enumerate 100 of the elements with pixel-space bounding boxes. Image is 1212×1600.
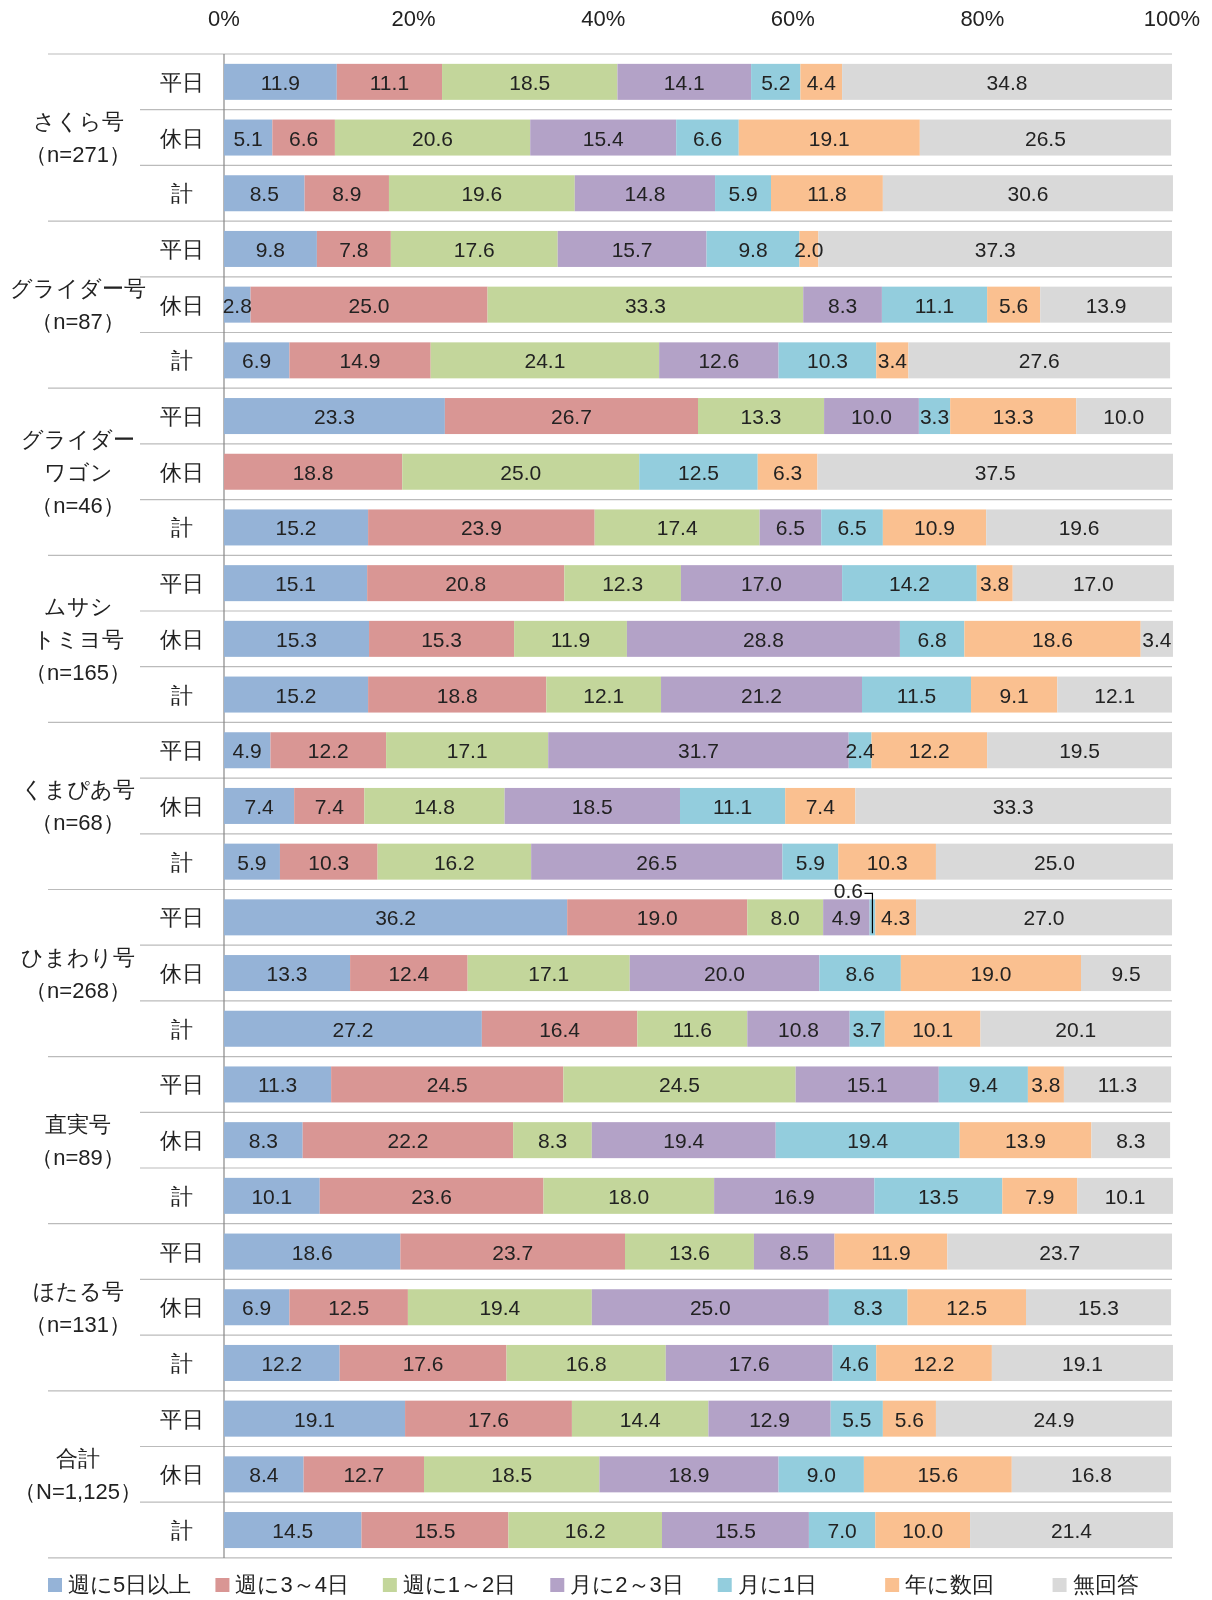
bar — [935, 843, 1173, 880]
bar — [546, 676, 662, 713]
data-label: 6.3 — [772, 460, 803, 484]
data-label: 11.5 — [896, 683, 937, 707]
data-label: 14.8 — [414, 794, 455, 818]
bar — [753, 1233, 835, 1270]
legend-label: 週に5日以上 — [68, 1572, 192, 1597]
data-label: 18.0 — [608, 1184, 650, 1208]
data-label: 14.9 — [339, 349, 381, 373]
data-label: 27.2 — [332, 1017, 374, 1041]
data-label: 18.5 — [571, 794, 613, 818]
bar — [400, 1233, 625, 1270]
bar — [339, 1344, 507, 1381]
bar — [430, 342, 660, 379]
bar — [782, 843, 839, 880]
bar — [882, 1400, 936, 1437]
data-label: 2.8 — [222, 293, 252, 317]
data-label: 7.0 — [827, 1519, 857, 1543]
text: さくら号 — [32, 109, 124, 135]
bar — [224, 1512, 362, 1549]
y-tick-label: 休日 — [160, 1462, 204, 1488]
bar — [1063, 1066, 1172, 1103]
bar — [224, 1122, 303, 1159]
data-label: 24.1 — [524, 349, 566, 373]
bar — [639, 453, 758, 490]
data-label: 9.0 — [806, 1463, 836, 1487]
bar — [224, 787, 295, 824]
data-label: 5.5 — [842, 1407, 872, 1431]
data-label: 10.1 — [251, 1184, 293, 1208]
data-label: 15.6 — [917, 1463, 959, 1487]
data-label: 34.8 — [986, 70, 1028, 94]
bar — [823, 899, 870, 936]
bar — [715, 175, 771, 212]
data-label: 18.6 — [1032, 627, 1073, 651]
data-label: 12.2 — [307, 739, 349, 763]
data-label: 10.0 — [851, 405, 892, 429]
bar — [680, 565, 843, 602]
data-label: 19.0 — [636, 906, 678, 930]
data-label: 11.1 — [369, 70, 410, 94]
data-label: 3.4 — [1142, 627, 1172, 651]
data-label: 27.6 — [1018, 349, 1060, 373]
bar — [661, 1512, 809, 1549]
data-label: 18.8 — [436, 683, 478, 707]
bar — [224, 1289, 290, 1326]
data-label: 8.4 — [249, 1463, 279, 1487]
y-tick-label: 休日 — [160, 125, 204, 151]
bar — [424, 1456, 600, 1493]
bar — [1091, 1122, 1171, 1159]
y-tick-label: 計 — [171, 181, 193, 207]
data-label: 16.8 — [1070, 1463, 1112, 1487]
data-label: 11.6 — [672, 1017, 712, 1041]
data-label: 13.6 — [669, 1240, 710, 1264]
bar — [863, 1456, 1012, 1493]
y-tick-label: 休日 — [160, 459, 204, 485]
text: （n=271） — [25, 142, 131, 168]
bar — [986, 509, 1172, 546]
bar — [444, 398, 698, 435]
data-label: 6.9 — [242, 349, 272, 373]
data-label: 12.6 — [698, 349, 740, 373]
bar — [778, 1456, 864, 1493]
data-label: 8.0 — [770, 906, 800, 930]
bar — [224, 230, 317, 267]
data-label: 3.3 — [919, 405, 950, 429]
text: （N=1,125） — [14, 1478, 142, 1504]
data-label: 16.2 — [433, 850, 475, 874]
data-label: 13.3 — [266, 962, 308, 986]
bar — [1057, 676, 1172, 713]
data-label: 2.0 — [794, 237, 824, 261]
data-label: 13.5 — [917, 1184, 959, 1208]
y-tick-label: 計 — [171, 1016, 193, 1042]
data-label: 11.1 — [712, 794, 753, 818]
bar — [659, 342, 779, 379]
data-label: 6.5 — [775, 516, 806, 540]
data-label: 30.6 — [1007, 182, 1049, 206]
bar — [224, 899, 568, 936]
data-label: 10.3 — [866, 850, 908, 874]
bar — [407, 1289, 592, 1326]
bar — [838, 843, 936, 880]
bar — [402, 453, 640, 490]
y-tick-label: 平日 — [160, 1406, 204, 1432]
bar — [875, 1512, 971, 1549]
data-label: 13.9 — [1005, 1129, 1046, 1153]
y-tick-label: 平日 — [160, 571, 204, 597]
data-label: 19.1 — [294, 1407, 335, 1431]
x-tick-label: 60% — [770, 6, 815, 31]
bar — [224, 676, 369, 713]
bar — [487, 286, 804, 323]
data-label: 12.2 — [261, 1351, 303, 1375]
data-label: 18.5 — [491, 1463, 533, 1487]
data-label: 14.1 — [663, 70, 705, 94]
bar — [842, 565, 977, 602]
bar — [661, 676, 862, 713]
bar — [504, 787, 680, 824]
text: ワゴン — [43, 459, 113, 485]
data-label: 6.6 — [692, 126, 723, 150]
data-label: 4.9 — [831, 906, 861, 930]
bar — [991, 1344, 1173, 1381]
bar — [971, 676, 1058, 713]
data-label: 15.1 — [846, 1073, 888, 1097]
bar — [514, 620, 627, 657]
